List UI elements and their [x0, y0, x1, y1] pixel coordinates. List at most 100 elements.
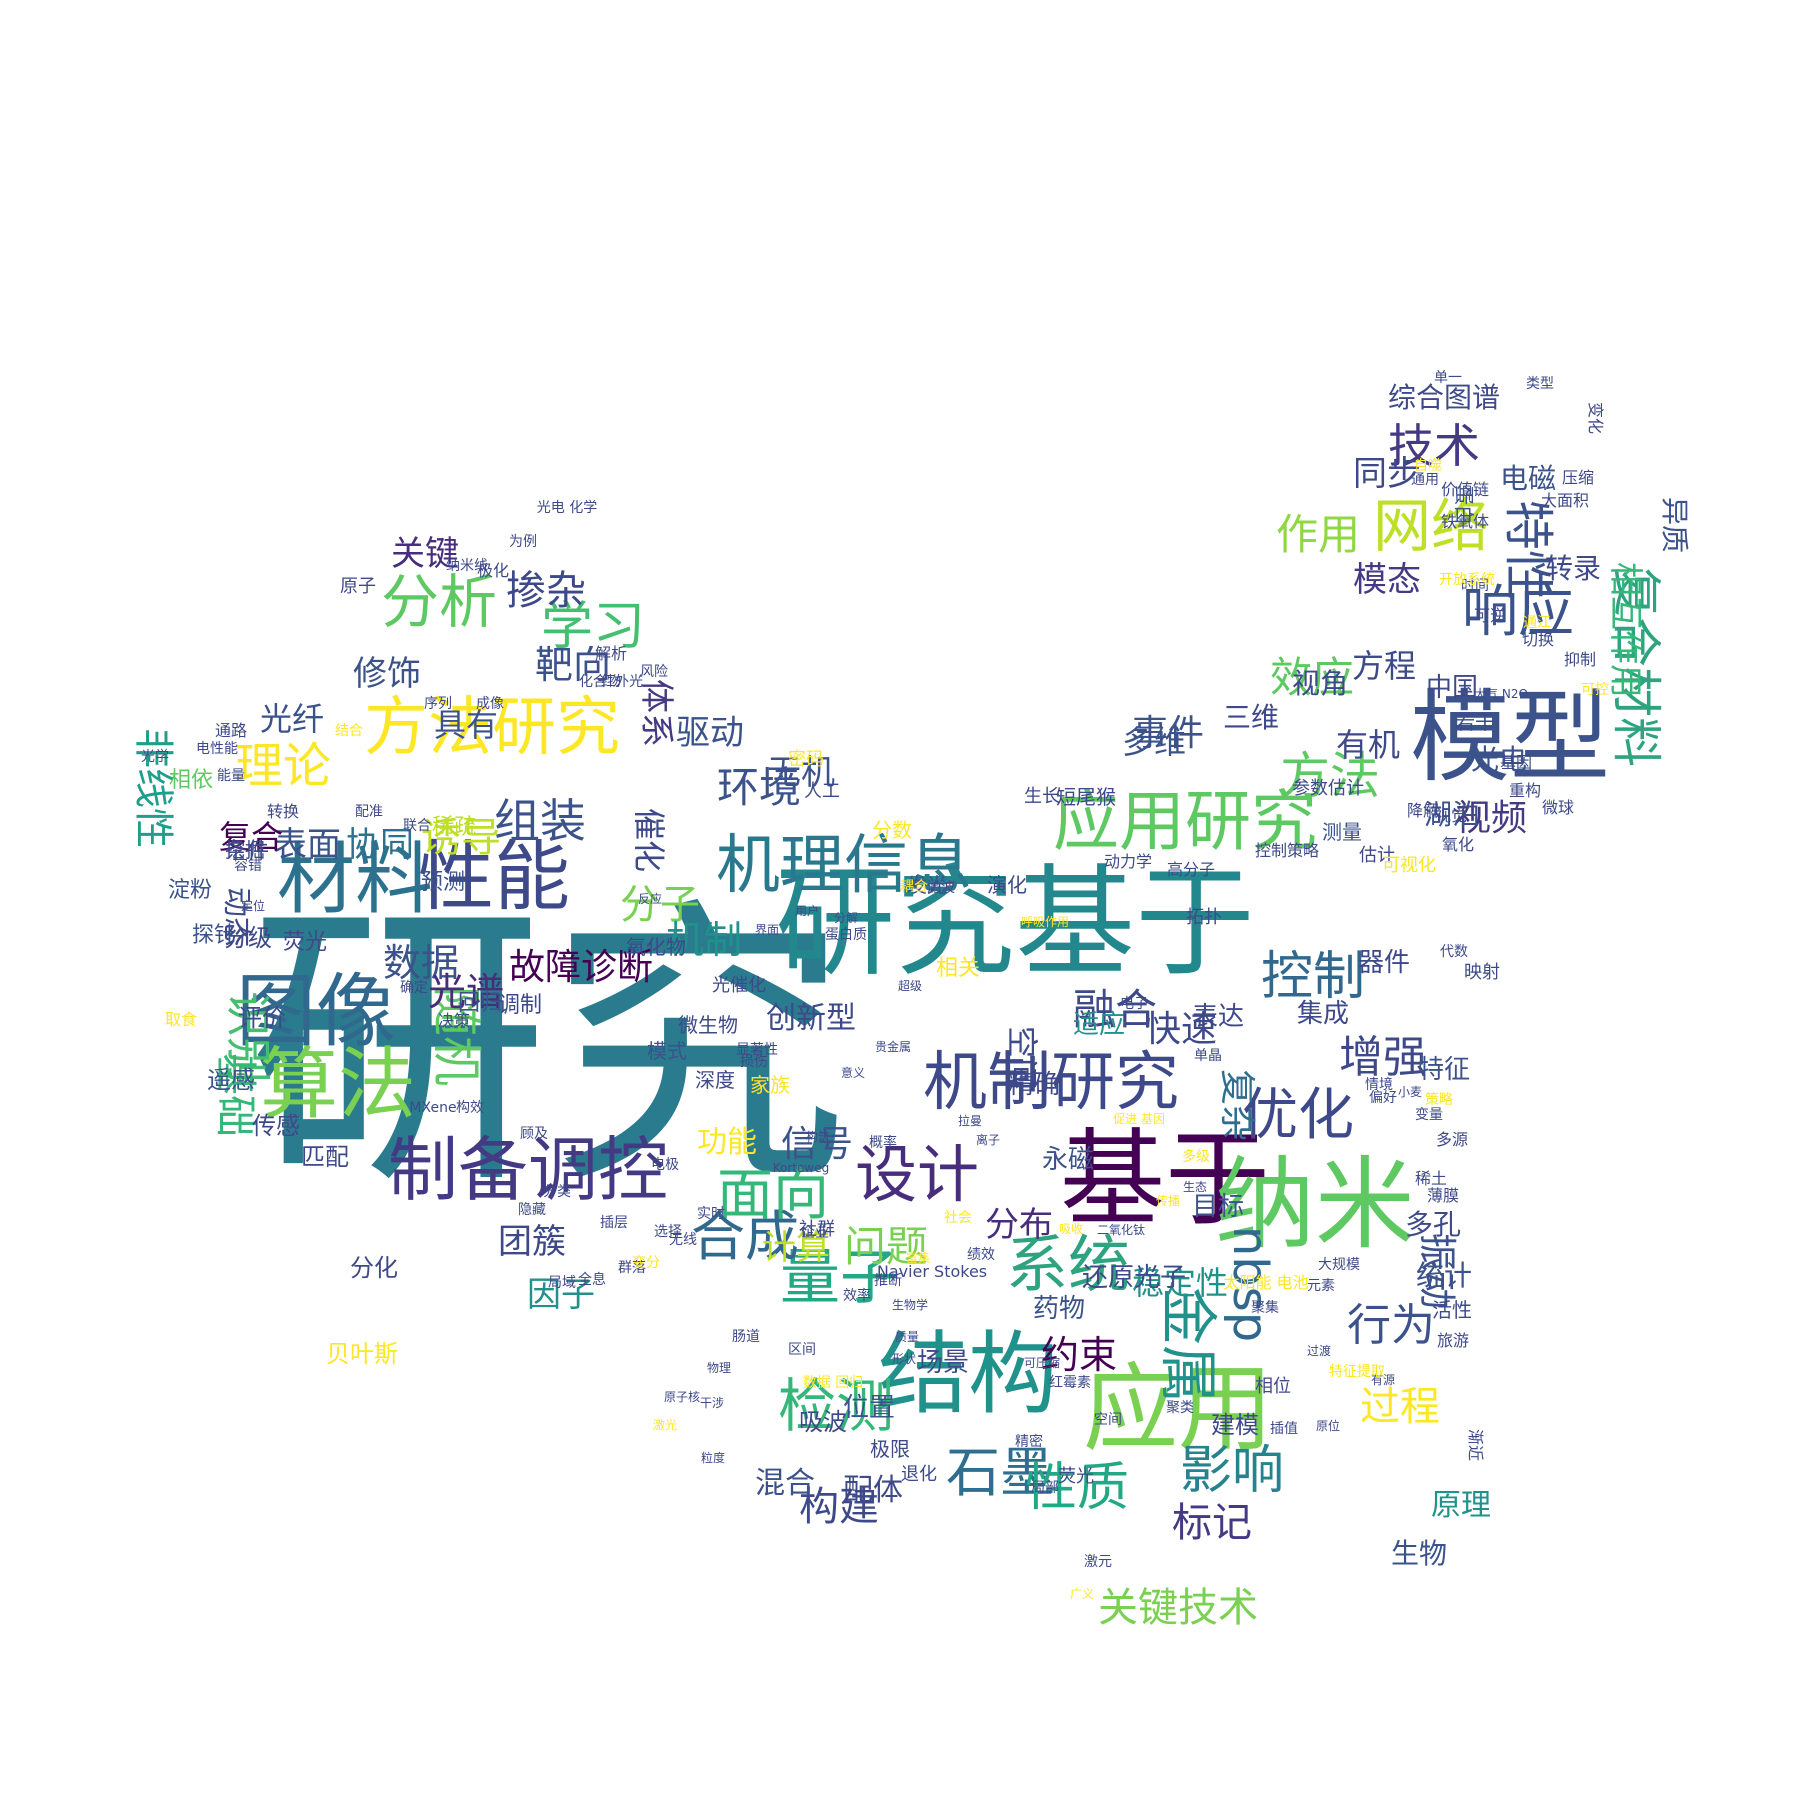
cloud-word: 确定 — [400, 980, 428, 996]
cloud-word: 过渡 — [1306, 1344, 1332, 1358]
cloud-word: 技术 — [1388, 419, 1480, 473]
cloud-word: 生物学 — [891, 1298, 929, 1312]
cloud-word: 图像 — [236, 965, 396, 1058]
cloud-word: 电极 — [651, 1157, 679, 1173]
cloud-word: 稀疏 — [431, 815, 477, 840]
cloud-word: 匹配 — [301, 1143, 349, 1171]
cloud-word: 氧化 — [1441, 835, 1475, 854]
cloud-word: 氧化物 — [626, 935, 686, 959]
cloud-word: 计算 — [762, 1228, 830, 1268]
cloud-word: 隐藏 — [518, 1202, 546, 1218]
cloud-word: 拓扑 — [1186, 907, 1222, 928]
cloud-word: 基因 — [1499, 753, 1533, 772]
cloud-word: 企业 — [801, 1225, 829, 1241]
cloud-word: 测量 — [1322, 820, 1362, 844]
cloud-word: 关键 — [391, 534, 459, 574]
cloud-word: 构建 — [799, 1484, 879, 1530]
cloud-word: 分级 — [224, 924, 272, 952]
cloud-word: 切换 — [1521, 630, 1555, 649]
cloud-word: 控制策略 — [1254, 841, 1320, 860]
cloud-word: 通江 — [1523, 615, 1551, 631]
cloud-word: 相关 — [935, 956, 981, 981]
cloud-word: 耦合 — [900, 879, 928, 895]
cloud-word: 贝叶斯 — [326, 1340, 398, 1368]
cloud-word: 视觉 — [1434, 806, 1468, 825]
cloud-word: 若干 — [1455, 710, 1495, 734]
cloud-word: 快速 — [1144, 1009, 1218, 1050]
cloud-word: 同步 — [1353, 454, 1421, 494]
cloud-word: 构筑 — [805, 1130, 831, 1144]
cloud-word: 修饰 — [353, 654, 421, 694]
cloud-word: 结构 — [878, 1322, 1058, 1427]
cloud-word: 演化 — [987, 873, 1027, 897]
cloud-word: 约束 — [1040, 1333, 1118, 1377]
cloud-word: 时间 — [1461, 578, 1489, 594]
cloud-word: 构效 — [456, 1100, 484, 1116]
cloud-word: 大气 N2O — [1474, 687, 1528, 701]
cloud-word: 驱动 — [676, 713, 744, 753]
cloud-word: 异质 — [1658, 496, 1691, 554]
cloud-word: 广义 — [1069, 1587, 1095, 1601]
cloud-word: 高分子 — [1166, 860, 1216, 879]
cloud-word: 方法 — [1280, 747, 1380, 805]
cloud-word: 策略 — [1425, 1092, 1453, 1108]
cloud-word: 退化 — [901, 1464, 937, 1485]
cloud-word: 渐近 — [1466, 1428, 1485, 1462]
cloud-word: 适应 — [1072, 1010, 1126, 1040]
cloud-word: 协同 — [346, 825, 414, 865]
cloud-word: 可逆 — [1473, 606, 1507, 625]
cloud-word: 增强 — [1339, 1032, 1427, 1083]
cloud-word: 变分 — [632, 1255, 660, 1271]
cloud-word: 元素 — [1307, 1278, 1335, 1294]
cloud-word: 意义 — [840, 1066, 866, 1080]
cloud-word: 顾及 — [520, 1126, 548, 1142]
cloud-word: 非线性 — [130, 728, 176, 848]
cloud-word: 位置 — [842, 1393, 896, 1423]
cloud-word: 数据 回归 — [802, 1375, 864, 1391]
cloud-word: Navier Stokes — [876, 1262, 988, 1281]
cloud-word: 参数估计 — [1292, 778, 1364, 799]
cloud-word: 化合物 — [579, 674, 621, 690]
cloud-word: 研究基于 — [775, 854, 1255, 993]
cloud-word: 形状 — [891, 1352, 917, 1366]
cloud-word: 综合图谱 — [1387, 381, 1501, 414]
cloud-word: 实时 — [697, 1206, 725, 1222]
cloud-word: 响应 — [1462, 580, 1574, 645]
cloud-word: 特征提取 — [1329, 1364, 1385, 1380]
cloud-word: 具有 — [433, 706, 499, 744]
cloud-word: 局域 — [548, 1275, 576, 1291]
cloud-word: 降解 — [1406, 801, 1440, 820]
cloud-word: 滤波 — [927, 880, 955, 896]
cloud-word: 视频 — [1454, 798, 1528, 839]
cloud-word: 插值 — [1270, 1421, 1298, 1437]
cloud-word: 物理 — [706, 1361, 732, 1375]
cloud-word: 红外光 — [601, 674, 643, 690]
cloud-word: 合成 — [691, 1205, 799, 1268]
cloud-word: 风险 — [640, 664, 668, 680]
cloud-word: 取食 — [164, 1010, 198, 1029]
cloud-word: 分解 — [833, 911, 859, 925]
cloud-word: 石墨 — [946, 1441, 1054, 1504]
cloud-word: 制备调控 — [388, 1129, 668, 1211]
cloud-word: 能量 — [217, 768, 245, 784]
cloud-word: 复合 — [218, 818, 284, 856]
cloud-word: 生物 — [1390, 1537, 1448, 1570]
cloud-word: 三维 — [1222, 701, 1280, 734]
cloud-word: 太阳能 电池 — [1223, 1273, 1309, 1292]
cloud-word: 界面 — [754, 923, 780, 937]
cloud-word: 富集 — [905, 1251, 931, 1265]
cloud-word: 场景 — [916, 1348, 970, 1378]
cloud-word: 社群 — [799, 1219, 835, 1240]
cloud-word: 分数 — [872, 818, 912, 842]
cloud-word: 旅游 — [1436, 1331, 1470, 1350]
cloud-word: 代数 — [1440, 944, 1468, 960]
cloud-word: 预测 — [420, 870, 466, 895]
cloud-word: 选择 — [654, 1224, 682, 1240]
cloud-word: 肠道 — [732, 1329, 760, 1345]
cloud-word: 体系 — [636, 679, 676, 747]
cloud-word: 分子 — [620, 882, 700, 928]
cloud-word: 映射 — [1464, 962, 1500, 983]
cloud-word: 损伤 — [740, 1054, 768, 1070]
cloud-word: 行为 — [1347, 1300, 1435, 1351]
cloud-word: 模态 — [1353, 560, 1421, 600]
